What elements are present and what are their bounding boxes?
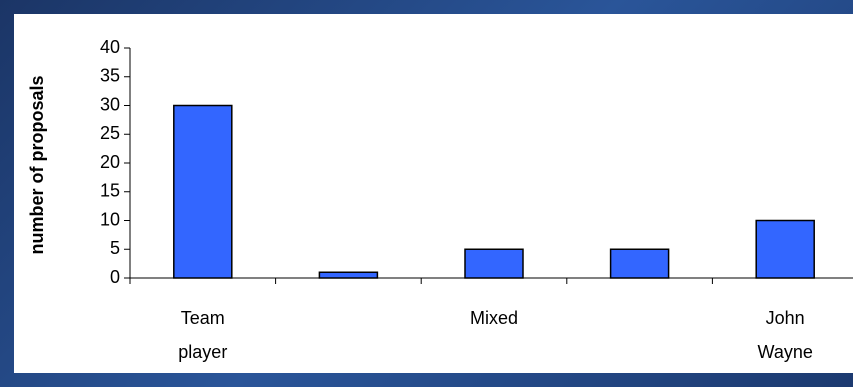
bar [755,219,815,279]
y-tick-label: 25 [100,123,120,143]
x-tick-label: John Wayne [757,308,813,362]
panel [14,14,853,373]
x-tick-label: Team player [178,308,228,362]
y-tick-label: 10 [100,209,120,229]
y-tick-label: 40 [100,37,120,57]
y-tick-label: 5 [110,238,120,258]
y-tick-label: 30 [100,94,120,114]
y-axis-label: number of proposals [27,75,47,254]
y-tick-label: 0 [110,267,120,287]
x-tick-label: Mixed [469,308,518,328]
bar [173,104,233,279]
y-tick-label: 20 [100,152,120,172]
y-tick-label: 15 [100,181,120,201]
bar [318,271,379,279]
bar [609,248,670,279]
bar [464,248,524,279]
y-tick-label: 35 [100,66,120,86]
